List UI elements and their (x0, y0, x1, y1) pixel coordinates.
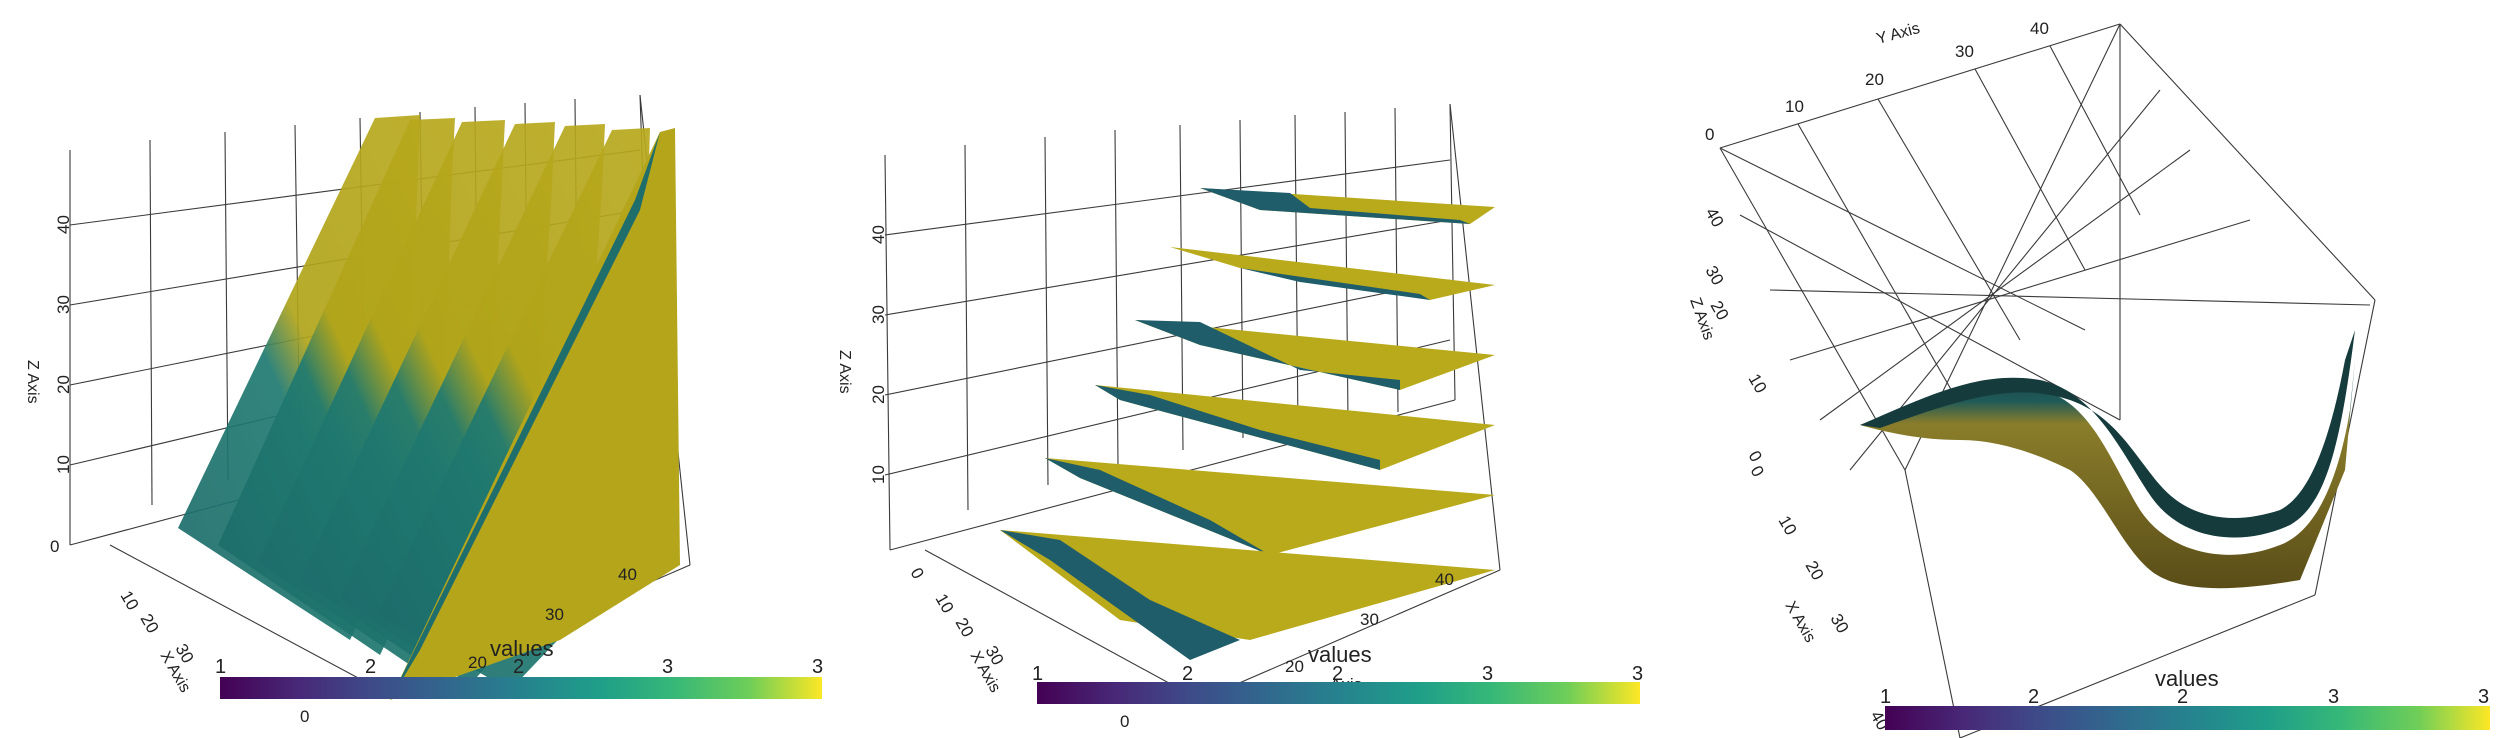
colorbar-gradient (220, 677, 822, 699)
y-tick: 30 (1360, 610, 1379, 629)
plane-2-edge (1045, 458, 1270, 555)
z-tick: 10 (54, 455, 73, 474)
y-tick: 40 (2030, 19, 2049, 38)
colorbar-label: 2 (1332, 663, 1343, 685)
y-tick: 30 (1955, 42, 1974, 61)
panel-3-x-ticks: 0 10 20 30 40 (1747, 463, 1893, 734)
panel-3-colorbar: values 1 2 2 3 3 (1880, 666, 2490, 730)
x-tick: 0 (907, 565, 928, 583)
colorbar-title: values (1308, 642, 1372, 667)
plane-1 (1000, 530, 1495, 640)
colorbar-label: 1 (215, 656, 226, 678)
colorbar-label: 3 (812, 656, 823, 678)
z-tick: 20 (869, 385, 888, 404)
y-tick: 20 (1865, 70, 1884, 89)
y-tick: 40 (618, 565, 637, 584)
colorbar-label: 3 (2478, 686, 2489, 708)
colorbar-label: 1 (1032, 663, 1043, 685)
x-tick: 10 (1775, 513, 1801, 539)
panel-3-y-ticks: 0 10 20 30 40 (1705, 19, 2049, 144)
panel-2-slices (1000, 188, 1495, 660)
panel-3-x-axis-title: X Axis (1782, 599, 1819, 646)
colorbar-title: values (2155, 666, 2219, 691)
colorbar-label: 2 (2177, 686, 2188, 708)
plane-4-edge (1135, 320, 1400, 390)
z-tick: 30 (869, 305, 888, 324)
isosurface-body (1860, 360, 2355, 589)
x-tick: 20 (1802, 558, 1828, 584)
colorbar-label: 1 (1880, 686, 1891, 708)
x-tick: 0 (1747, 463, 1768, 481)
panel-2-colorbar: values 1 2 2 3 3 0 (1032, 642, 1643, 731)
isosurface-cap (1860, 330, 2355, 538)
plane-5-edge (1240, 268, 1430, 300)
colorbar-label: 3 (1632, 663, 1643, 685)
colorbar-sublabel: 0 (300, 707, 309, 726)
colorbar-sublabel: 0 (1120, 712, 1129, 731)
z-tick: 30 (54, 295, 73, 314)
colorbar-label: 3 (662, 656, 673, 678)
plane-1-edge (1000, 530, 1240, 660)
y-tick: 30 (545, 605, 564, 624)
colorbar-label: 3 (2328, 686, 2339, 708)
panel-1-slices (178, 115, 680, 700)
z-tick: 40 (869, 225, 888, 244)
x-tick: 10 (117, 588, 143, 614)
colorbar-gradient (1885, 706, 2490, 730)
z-tick: 30 (1702, 263, 1728, 289)
z-tick: 10 (1745, 371, 1771, 397)
colorbar-label: 2 (2028, 686, 2039, 708)
plane-3 (1095, 385, 1495, 470)
panel-2-z-axis-title: Z Axis (836, 350, 853, 394)
panel-1-colorbar: values 1 2 2 3 3 0 (215, 636, 823, 726)
plane-5 (1170, 247, 1495, 300)
y-tick: 0 (1705, 125, 1714, 144)
plane-3-edge (1095, 385, 1380, 470)
colorbar-label: 3 (1482, 663, 1493, 685)
x-tick: 10 (932, 591, 958, 617)
x-tick: 30 (1827, 611, 1853, 637)
y-tick: 20 (1285, 657, 1304, 676)
colorbar-title: values (490, 636, 554, 661)
y-tick: 40 (1435, 570, 1454, 589)
z-tick: 40 (1702, 205, 1728, 231)
plane-2 (1045, 458, 1495, 555)
x-tick: 20 (137, 611, 163, 637)
z-tick: 10 (869, 465, 888, 484)
colorbar-gradient (1037, 682, 1640, 704)
panel-3-isosurface: 0 10 20 30 40 Y Axis 0 10 20 30 40 Z Axi… (1686, 19, 2490, 738)
z-tick: 20 (54, 375, 73, 394)
y-tick: 20 (468, 653, 487, 672)
panel-3-grid (1719, 23, 2376, 738)
colorbar-label: 2 (365, 656, 376, 678)
panel-3-y-axis-title: Y Axis (1875, 20, 1922, 48)
panel-1-z-ticks: 0 10 20 30 40 (50, 215, 73, 556)
panel-1-z-axis-title: Z Axis (24, 360, 41, 404)
panel-2-z-ticks: 10 20 30 40 (869, 225, 888, 484)
z-tick: 0 (50, 537, 59, 556)
panel-1-vertical-slices: 0 10 20 30 40 Z Axis X Axis 10 20 30 20 … (24, 94, 823, 726)
z-tick: 40 (54, 215, 73, 234)
colorbar-label: 2 (1182, 663, 1193, 685)
x-tick: 20 (952, 615, 978, 641)
plane-6-edge (1200, 188, 1470, 224)
panel-2-horizontal-slices: 10 20 30 40 Z Axis X Axis 0 10 20 30 20 … (836, 103, 1643, 731)
y-tick: 10 (1785, 97, 1804, 116)
colorbar-label: 2 (513, 656, 524, 678)
